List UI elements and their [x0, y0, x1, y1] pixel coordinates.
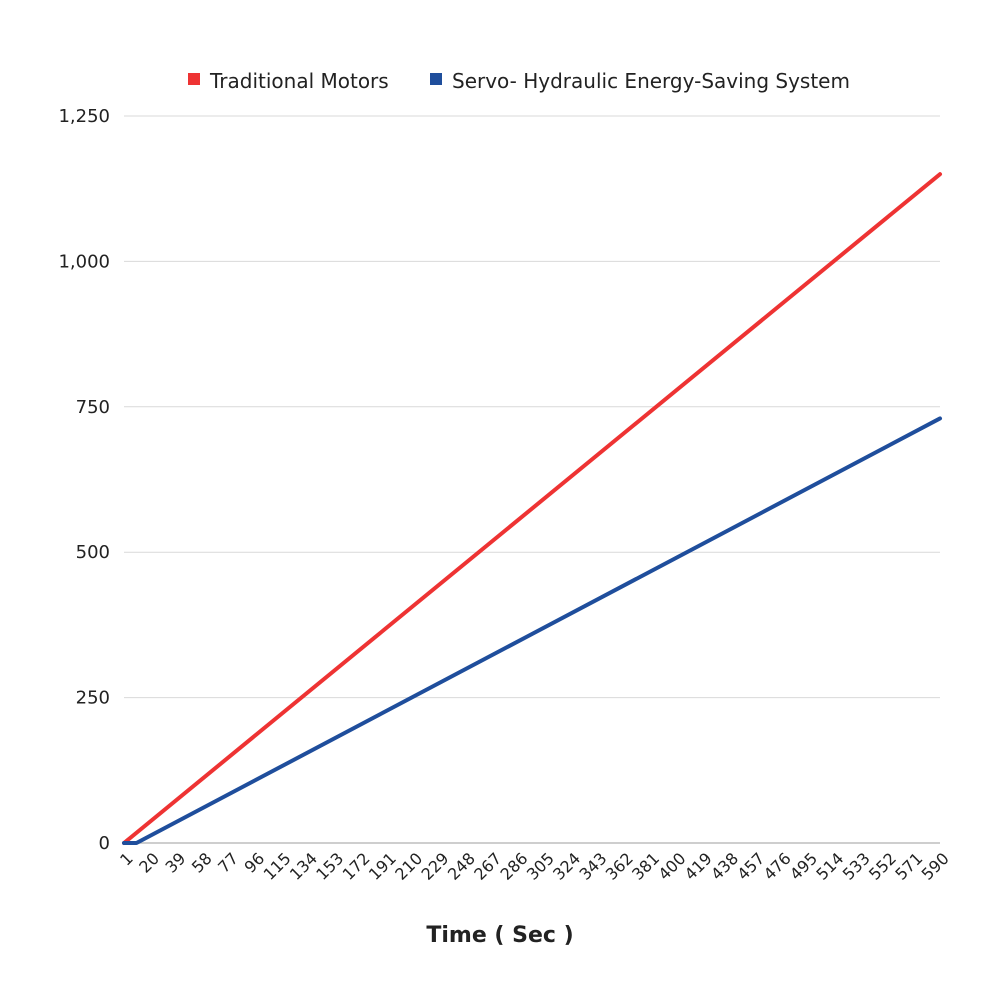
x-tick-label: 39 [162, 849, 190, 877]
series-line-servo-hydraulic [122, 416, 942, 845]
legend: Traditional Motors Servo- Hydraulic Ener… [188, 69, 850, 93]
y-axis-ticks: 0 250 500 750 1,000 1,250 [58, 106, 110, 854]
x-tick-label: 77 [214, 849, 242, 877]
x-tick-label: 590 [918, 849, 953, 884]
y-tick-label: 500 [76, 542, 110, 563]
series-line-traditional-motors [122, 172, 942, 845]
legend-label-traditional-motors: Traditional Motors [209, 69, 389, 93]
legend-swatch-traditional-motors [188, 73, 200, 85]
x-axis-ticks: 1203958779611513415317219121022924826728… [116, 849, 953, 884]
legend-swatch-servo-hydraulic [430, 73, 442, 85]
y-tick-label: 1,250 [58, 106, 110, 127]
y-tick-label: 0 [99, 833, 110, 854]
y-tick-label: 750 [76, 397, 110, 418]
y-tick-label: 1,000 [58, 251, 110, 272]
legend-label-servo-hydraulic: Servo- Hydraulic Energy-Saving System [452, 69, 850, 93]
gridlines [124, 115, 940, 844]
y-tick-label: 250 [76, 688, 110, 709]
series-lines [122, 172, 942, 845]
x-tick-label: 20 [135, 849, 163, 877]
x-axis-title: Time ( Sec ) [426, 923, 573, 948]
x-tick-label: 1 [116, 849, 137, 870]
x-tick-label: 58 [188, 849, 216, 877]
